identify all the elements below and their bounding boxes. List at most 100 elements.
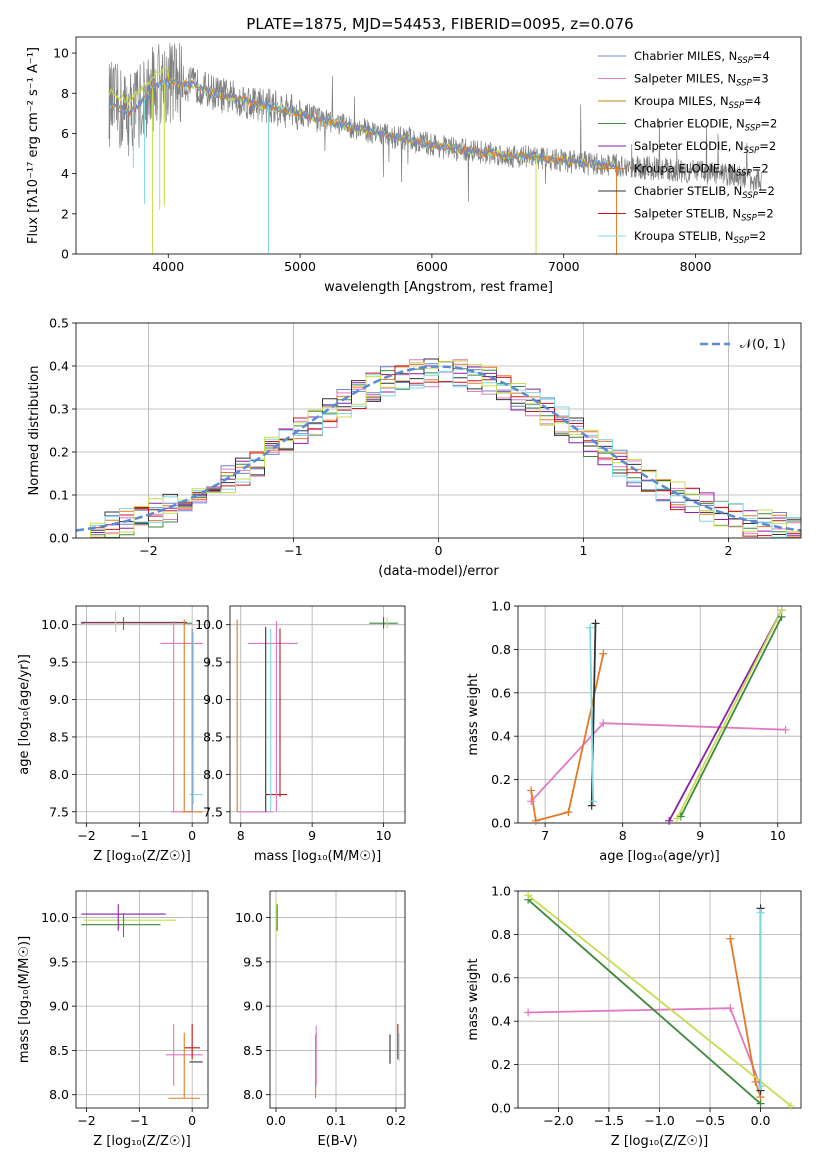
y-tick-label: 10.0 [41,617,69,632]
weight-point-marker [589,797,598,806]
legend-label-suffix: =2 [760,117,777,131]
x-axis-label: age [log₁₀(age/yr)] [599,849,720,864]
legend-label-sub: SSP [734,236,750,246]
y-axis-label: mass weight [466,673,481,755]
y-tick-label: 2 [61,206,69,221]
weight-point-marker [591,619,600,628]
legend-label-suffix: =2 [758,184,775,198]
x-tick-label: −1.0 [644,1113,674,1128]
x-tick-label: 5000 [284,259,316,274]
y-tick-label: 0.4 [491,1014,511,1029]
x-tick-label: 0.1 [326,1113,346,1128]
weight-point-marker [599,649,608,658]
y-tick-label: 9.0 [49,999,69,1014]
y-tick-label: 9.5 [243,954,263,969]
weight-point-marker [586,623,595,632]
residual-histogram [76,360,801,538]
legend-label-suffix: =2 [759,139,776,153]
legend-label-main: Kroupa MILES, N [634,94,729,108]
plot-area-residuals [76,358,801,538]
x-tick-label: 2 [725,543,733,558]
y-tick-label: 9.5 [49,954,69,969]
x-tick-label: −2 [77,828,95,843]
figure-title: PLATE=1875, MJD=54453, FIBERID=0095, z=0… [246,15,633,33]
legend-label-suffix: =3 [752,72,769,86]
plot-area-weight_vs_age [530,609,786,822]
model-spectrum [108,76,619,170]
x-tick-label: 10 [376,828,392,843]
axes-frame [75,890,209,1109]
weight-point-marker [527,797,536,806]
panel-residuals: −2 −1 0 1 2 0.0 0.1 0.2 0.3 0.4 0.5 (data-model)/er… [27,316,802,579]
y-tick-label: 1.0 [491,599,511,614]
x-tick-label: 0 [188,1113,196,1128]
weight-series-line [528,1007,762,1087]
x-tick-label: 1 [580,543,588,558]
y-tick-label: 0.2 [491,1057,511,1072]
x-tick-label: 0.0 [266,1113,286,1128]
weight-series-line [530,653,605,822]
y-tick-label: 1.0 [491,884,511,899]
plot-area-age_vs_mass [236,617,398,813]
weight-series-line [527,899,762,1105]
y-tick-label: 7.5 [49,804,69,819]
legend-label-main: Salpeter MILES, N [634,72,736,86]
y-tick-label: 0.0 [491,816,511,831]
y-tick-label: 8.5 [49,729,69,744]
legend-label: Kroupa STELIB, NSSP=2 [634,229,766,246]
panel-spectrum: 4000 5000 6000 7000 8000 0 2 4 6 8 10 wavelength [A… [26,36,802,295]
x-tick-label: −2 [77,1113,95,1128]
legend-label: Chabrier ELODIE, NSSP=2 [634,117,777,134]
panel-mass_vs_Z: −2 −1 0 8.0 8.5 9.0 9.5 10.0 Z [log₁₀(Z/Z☉)] mass… [17,890,209,1149]
legend-label-sub: SSP [742,191,758,201]
y-tick-label: 10.0 [195,617,223,632]
x-tick-label: 6000 [416,259,448,274]
weight-point-marker [756,1099,765,1108]
x-tick-label: 0.2 [386,1113,406,1128]
legend-label-main: Salpeter ELODIE, N [634,139,744,153]
plot-area-weight_vs_Z [527,894,792,1107]
weight-point-marker [676,812,685,821]
legend-label-suffix: =4 [744,94,761,108]
weight-series-line [530,722,786,802]
legend-label-suffix: =2 [752,162,769,176]
weight-point-marker [777,606,786,615]
x-tick-label: 9 [308,828,316,843]
y-tick-label: 0.0 [491,1101,511,1116]
panel-mass_vs_ebv: 0.0 0.1 0.2 8.0 8.5 9.0 9.5 10.0 E(B-V) [235,890,406,1149]
y-tick-label: 8.0 [49,767,69,782]
legend-label-suffix: =4 [753,49,770,63]
y-tick-label: 0.2 [491,772,511,787]
y-tick-label: 0.4 [49,359,69,374]
weight-point-marker [756,1082,765,1091]
weight-point-marker [672,814,681,823]
y-tick-label: 8.0 [243,1087,263,1102]
x-tick-label: 8 [237,828,245,843]
legend-label-main: Kroupa STELIB, N [634,229,734,243]
weight-point-marker [587,801,596,810]
x-axis-label: mass [log₁₀(M/M☉)] [254,849,381,864]
x-tick-label: −1.5 [594,1113,624,1128]
legend-label-sub: SSP [736,169,752,179]
plot-area-mass_vs_ebv [275,898,400,1099]
weight-series-line [589,627,595,802]
x-tick-label: 0 [435,543,443,558]
legend-label-main: Chabrier ELODIE, N [634,117,745,131]
legend-label: Salpeter MILES, NSSP=3 [634,72,769,89]
y-tick-label: 8.0 [49,1087,69,1102]
plot-area-age_vs_Z [81,611,203,813]
axes-frame [269,890,406,1109]
legend-label-main: Kroupa ELODIE, N [634,162,736,176]
x-axis-label: E(B-V) [317,1134,357,1149]
y-tick-label: 8 [61,86,69,101]
y-tick-label: 0.5 [49,316,69,331]
x-tick-label: 0 [188,828,196,843]
y-tick-label: 9.5 [49,655,69,670]
weight-point-marker [564,808,573,817]
weight-point-marker [756,908,765,917]
y-tick-label: 8.5 [243,1043,263,1058]
x-tick-label: −1 [130,828,148,843]
y-tick-label: 4 [61,166,69,181]
y-tick-label: 9.0 [49,692,69,707]
y-tick-label: 0.6 [491,970,511,985]
